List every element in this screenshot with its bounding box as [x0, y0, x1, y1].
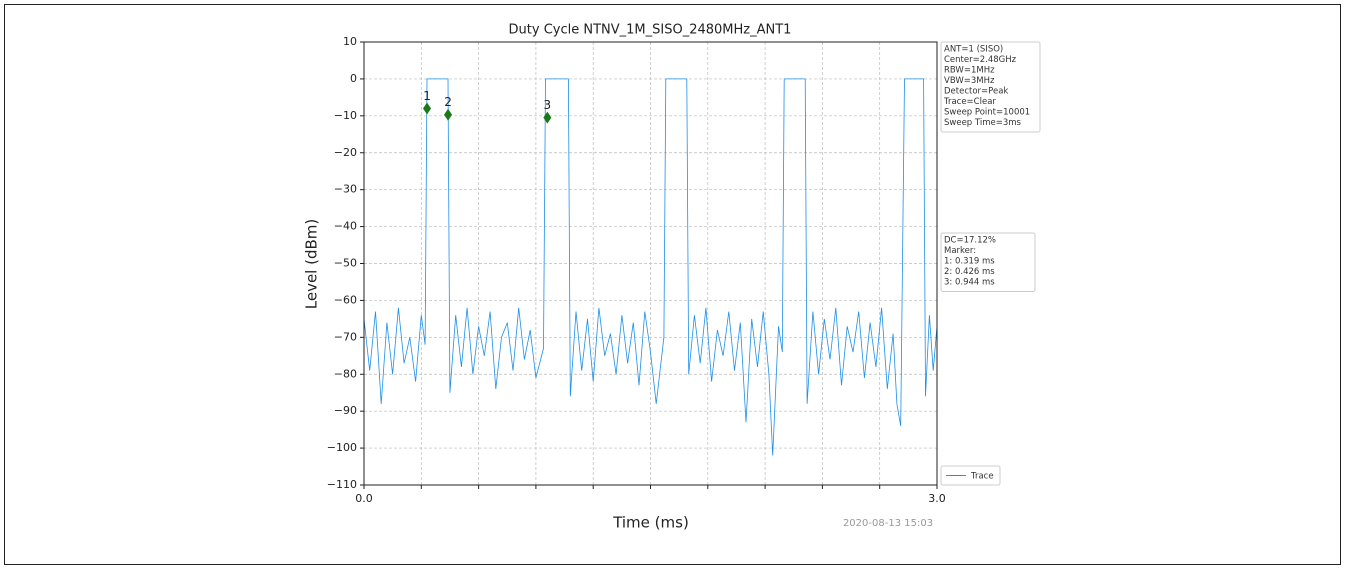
info-box: [940, 41, 1041, 133]
legend-label: Trace: [970, 472, 994, 482]
y-tick-label: 10: [343, 35, 357, 48]
info-text: 2: 0.426 ms: [944, 267, 995, 277]
y-tick-label: −50: [334, 257, 357, 270]
info-text: DC=17.12%: [944, 236, 996, 246]
marker: [444, 108, 453, 121]
info-text: 1: 0.319 ms: [944, 257, 995, 267]
y-tick-label: −90: [334, 404, 357, 417]
info-text: Detector=Peak: [944, 87, 1008, 97]
y-tick-label: −20: [334, 146, 357, 159]
y-tick-label: −70: [334, 330, 357, 343]
marker-label: 1: [423, 89, 431, 103]
x-tick-label: 3.0: [928, 492, 946, 505]
marker: [543, 111, 552, 124]
info-text: Sweep Point=10001: [944, 108, 1030, 118]
marker-label: 3: [544, 98, 552, 112]
y-tick-label: −40: [334, 220, 357, 233]
timestamp: 2020-08-13 15:03: [843, 518, 933, 529]
trace-line: [363, 78, 938, 456]
y-tick-label: −110: [327, 478, 357, 491]
x-tick-label: 0.0: [355, 492, 373, 505]
info-text: Center=2.48GHz: [944, 55, 1017, 65]
y-tick-label: −10: [334, 109, 357, 122]
info-text: RBW=1MHz: [944, 66, 995, 76]
info-text: Trace=Clear: [943, 97, 996, 107]
y-tick-label: 0: [350, 72, 357, 85]
plot-border: [363, 41, 938, 486]
info-text: 3: 0.944 ms: [944, 278, 995, 288]
info-text: Marker:: [944, 246, 976, 256]
x-axis-label: Time (ms): [612, 514, 689, 532]
marker-label: 2: [444, 95, 452, 109]
y-tick-label: −80: [334, 367, 357, 380]
legend-box: [940, 465, 1001, 486]
y-tick-label: −100: [327, 441, 357, 454]
info-box: [940, 232, 1036, 292]
info-text: ANT=1 (SISO): [944, 45, 1003, 55]
chart-title: Duty Cycle NTNV_1M_SISO_2480MHz_ANT1: [509, 23, 792, 38]
info-text: VBW=3MHz: [944, 76, 995, 86]
marker: [423, 102, 432, 115]
y-tick-label: −30: [334, 183, 357, 196]
y-tick-label: −60: [334, 293, 357, 306]
info-text: Sweep Time=3ms: [944, 118, 1022, 128]
frame: [4, 4, 1341, 565]
y-axis-label: Level (dBm): [303, 219, 321, 310]
